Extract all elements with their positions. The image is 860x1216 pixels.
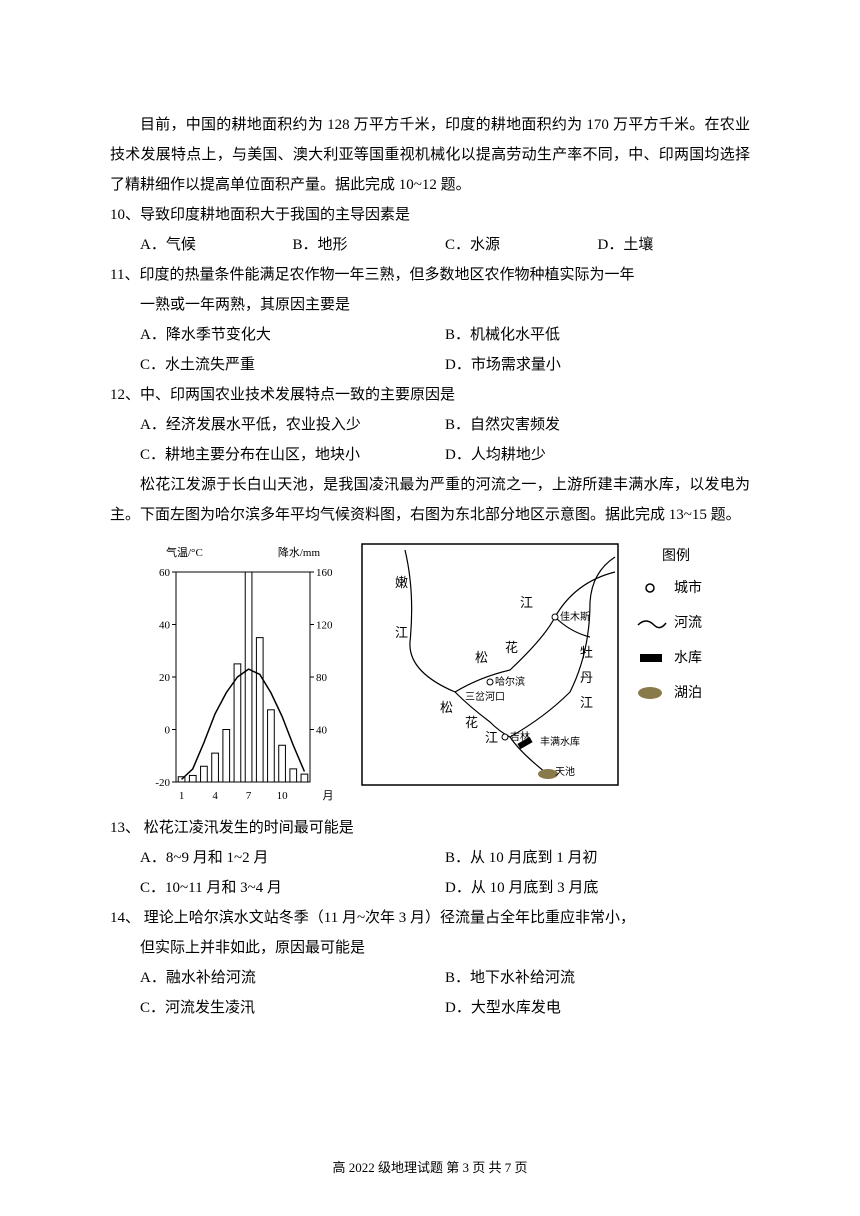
question-14: 14、 理论上哈尔滨水文站冬季（11 月~次年 3 月）径流量占全年比重应非常小… <box>110 903 750 1023</box>
svg-text:40: 40 <box>159 620 171 632</box>
svg-text:月: 月 <box>323 790 334 802</box>
svg-text:花: 花 <box>505 640 518 655</box>
q11-opt-d: D．市场需求量小 <box>445 350 750 380</box>
q13-opt-c: C．10~11 月和 3~4 月 <box>140 873 445 903</box>
q10-opt-b: B．地形 <box>293 230 446 260</box>
question-11: 11、印度的热量条件能满足农作物一年三熟，但多数地区农作物种植实际为一年 一熟或… <box>110 260 750 380</box>
q11-options-cd: C．水土流失严重 D．市场需求量小 <box>110 350 750 380</box>
q13-options-cd: C．10~11 月和 3~4 月 D．从 10 月底到 3 月底 <box>110 873 750 903</box>
svg-text:丹: 丹 <box>580 670 593 685</box>
svg-text:0: 0 <box>165 725 171 737</box>
svg-text:城市: 城市 <box>674 579 702 596</box>
q12-opt-b: B．自然灾害频发 <box>445 410 750 440</box>
svg-text:-20: -20 <box>155 777 170 789</box>
q10-stem: 10、导致印度耕地面积大于我国的主导因素是 <box>110 200 750 230</box>
svg-text:20: 20 <box>159 672 171 684</box>
q10-options: A．气候 B．地形 C．水源 D．土壤 <box>110 230 750 260</box>
intro-paragraph-1: 目前，中国的耕地面积约为 128 万平方千米，印度的耕地面积约为 170 万平方… <box>110 110 750 200</box>
svg-text:河流: 河流 <box>674 615 702 631</box>
q10-opt-d: D．土壤 <box>598 230 751 260</box>
northeast-map: 佳木斯哈尔滨三岔河口吉林丰满水库天池嫩江江松花松花江牡丹江 <box>360 542 620 787</box>
svg-text:天池: 天池 <box>555 765 575 778</box>
svg-text:江: 江 <box>520 595 533 610</box>
question-13: 13、 松花江凌汛发生的时间最可能是 A．8~9 月和 1~2 月 B．从 10… <box>110 813 750 903</box>
svg-text:160: 160 <box>316 567 333 579</box>
q13-stem: 13、 松花江凌汛发生的时间最可能是 <box>110 813 750 843</box>
q11-stem: 11、印度的热量条件能满足农作物一年三熟，但多数地区农作物种植实际为一年 <box>110 260 750 290</box>
q13-options-ab: A．8~9 月和 1~2 月 B．从 10 月底到 1 月初 <box>110 843 750 873</box>
q10-opt-c: C．水源 <box>445 230 598 260</box>
svg-text:60: 60 <box>159 567 171 579</box>
svg-text:4: 4 <box>212 790 218 802</box>
svg-text:江: 江 <box>580 695 593 710</box>
q14-opt-b: B．地下水补给河流 <box>445 963 750 993</box>
q11-opt-a: A．降水季节变化大 <box>140 320 445 350</box>
svg-text:哈尔滨: 哈尔滨 <box>495 675 525 688</box>
q11-options-ab: A．降水季节变化大 B．机械化水平低 <box>110 320 750 350</box>
svg-text:湖泊: 湖泊 <box>674 685 702 701</box>
q14-stem2: 但实际上并非如此，原因最可能是 <box>110 933 750 963</box>
q14-opt-d: D．大型水库发电 <box>445 993 750 1023</box>
q11-stem2: 一熟或一年两熟，其原因主要是 <box>110 290 750 320</box>
question-12: 12、中、印两国农业技术发展特点一致的主要原因是 A．经济发展水平低，农业投入少… <box>110 380 750 470</box>
q13-opt-a: A．8~9 月和 1~2 月 <box>140 843 445 873</box>
svg-text:丰满水库: 丰满水库 <box>540 735 580 748</box>
svg-text:牡: 牡 <box>580 645 593 660</box>
svg-text:7: 7 <box>246 790 252 802</box>
q14-options-ab: A．融水补给河流 B．地下水补给河流 <box>110 963 750 993</box>
svg-text:三岔河口: 三岔河口 <box>465 691 505 703</box>
q12-options-cd: C．耕地主要分布在山区，地块小 D．人均耕地少 <box>110 440 750 470</box>
question-10: 10、导致印度耕地面积大于我国的主导因素是 A．气候 B．地形 C．水源 D．土… <box>110 200 750 260</box>
q14-opt-c: C．河流发生凌汛 <box>140 993 445 1023</box>
svg-text:嫩: 嫩 <box>395 575 408 590</box>
intro-paragraph-2: 松花江发源于长白山天池，是我国凌汛最为严重的河流之一，上游所建丰满水库，以发电为… <box>110 470 750 530</box>
svg-text:水库: 水库 <box>674 650 702 666</box>
q11-opt-b: B．机械化水平低 <box>445 320 750 350</box>
climate-chart: 气温/°C 降水/mm -20 0 20 40 60 40 80 120 160 1 4 7 10 月 <box>138 542 348 807</box>
svg-text:吉林: 吉林 <box>510 730 530 743</box>
q11-opt-c: C．水土流失严重 <box>140 350 445 380</box>
q13-opt-d: D．从 10 月底到 3 月底 <box>445 873 750 903</box>
q14-opt-a: A．融水补给河流 <box>140 963 445 993</box>
q10-opt-a: A．气候 <box>140 230 293 260</box>
svg-text:松: 松 <box>475 650 488 665</box>
svg-text:降水/mm: 降水/mm <box>278 545 321 559</box>
q14-options-cd: C．河流发生凌汛 D．大型水库发电 <box>110 993 750 1023</box>
q14-stem: 14、 理论上哈尔滨水文站冬季（11 月~次年 3 月）径流量占全年比重应非常小… <box>110 903 750 933</box>
q12-opt-a: A．经济发展水平低，农业投入少 <box>140 410 445 440</box>
svg-text:江: 江 <box>395 625 408 640</box>
svg-text:40: 40 <box>316 725 328 737</box>
svg-text:10: 10 <box>277 790 289 802</box>
svg-text:图例: 图例 <box>662 548 690 564</box>
q12-opt-c: C．耕地主要分布在山区，地块小 <box>140 440 445 470</box>
svg-text:120: 120 <box>316 620 333 632</box>
map-legend: 图例城市河流水库湖泊 <box>632 542 722 742</box>
svg-text:80: 80 <box>316 672 328 684</box>
svg-text:江: 江 <box>485 730 498 745</box>
svg-text:佳木斯: 佳木斯 <box>560 610 590 623</box>
q13-opt-b: B．从 10 月底到 1 月初 <box>445 843 750 873</box>
q12-options-ab: A．经济发展水平低，农业投入少 B．自然灾害频发 <box>110 410 750 440</box>
q12-opt-d: D．人均耕地少 <box>445 440 750 470</box>
svg-text:松: 松 <box>440 700 453 715</box>
figure-container: 气温/°C 降水/mm -20 0 20 40 60 40 80 120 160 1 4 7 10 月 佳木斯… <box>110 542 750 807</box>
svg-text:1: 1 <box>179 790 185 802</box>
svg-text:花: 花 <box>465 715 478 730</box>
svg-text:气温/°C: 气温/°C <box>166 545 203 559</box>
page-footer: 高 2022 级地理试题 第 3 页 共 7 页 <box>0 1157 860 1176</box>
q12-stem: 12、中、印两国农业技术发展特点一致的主要原因是 <box>110 380 750 410</box>
